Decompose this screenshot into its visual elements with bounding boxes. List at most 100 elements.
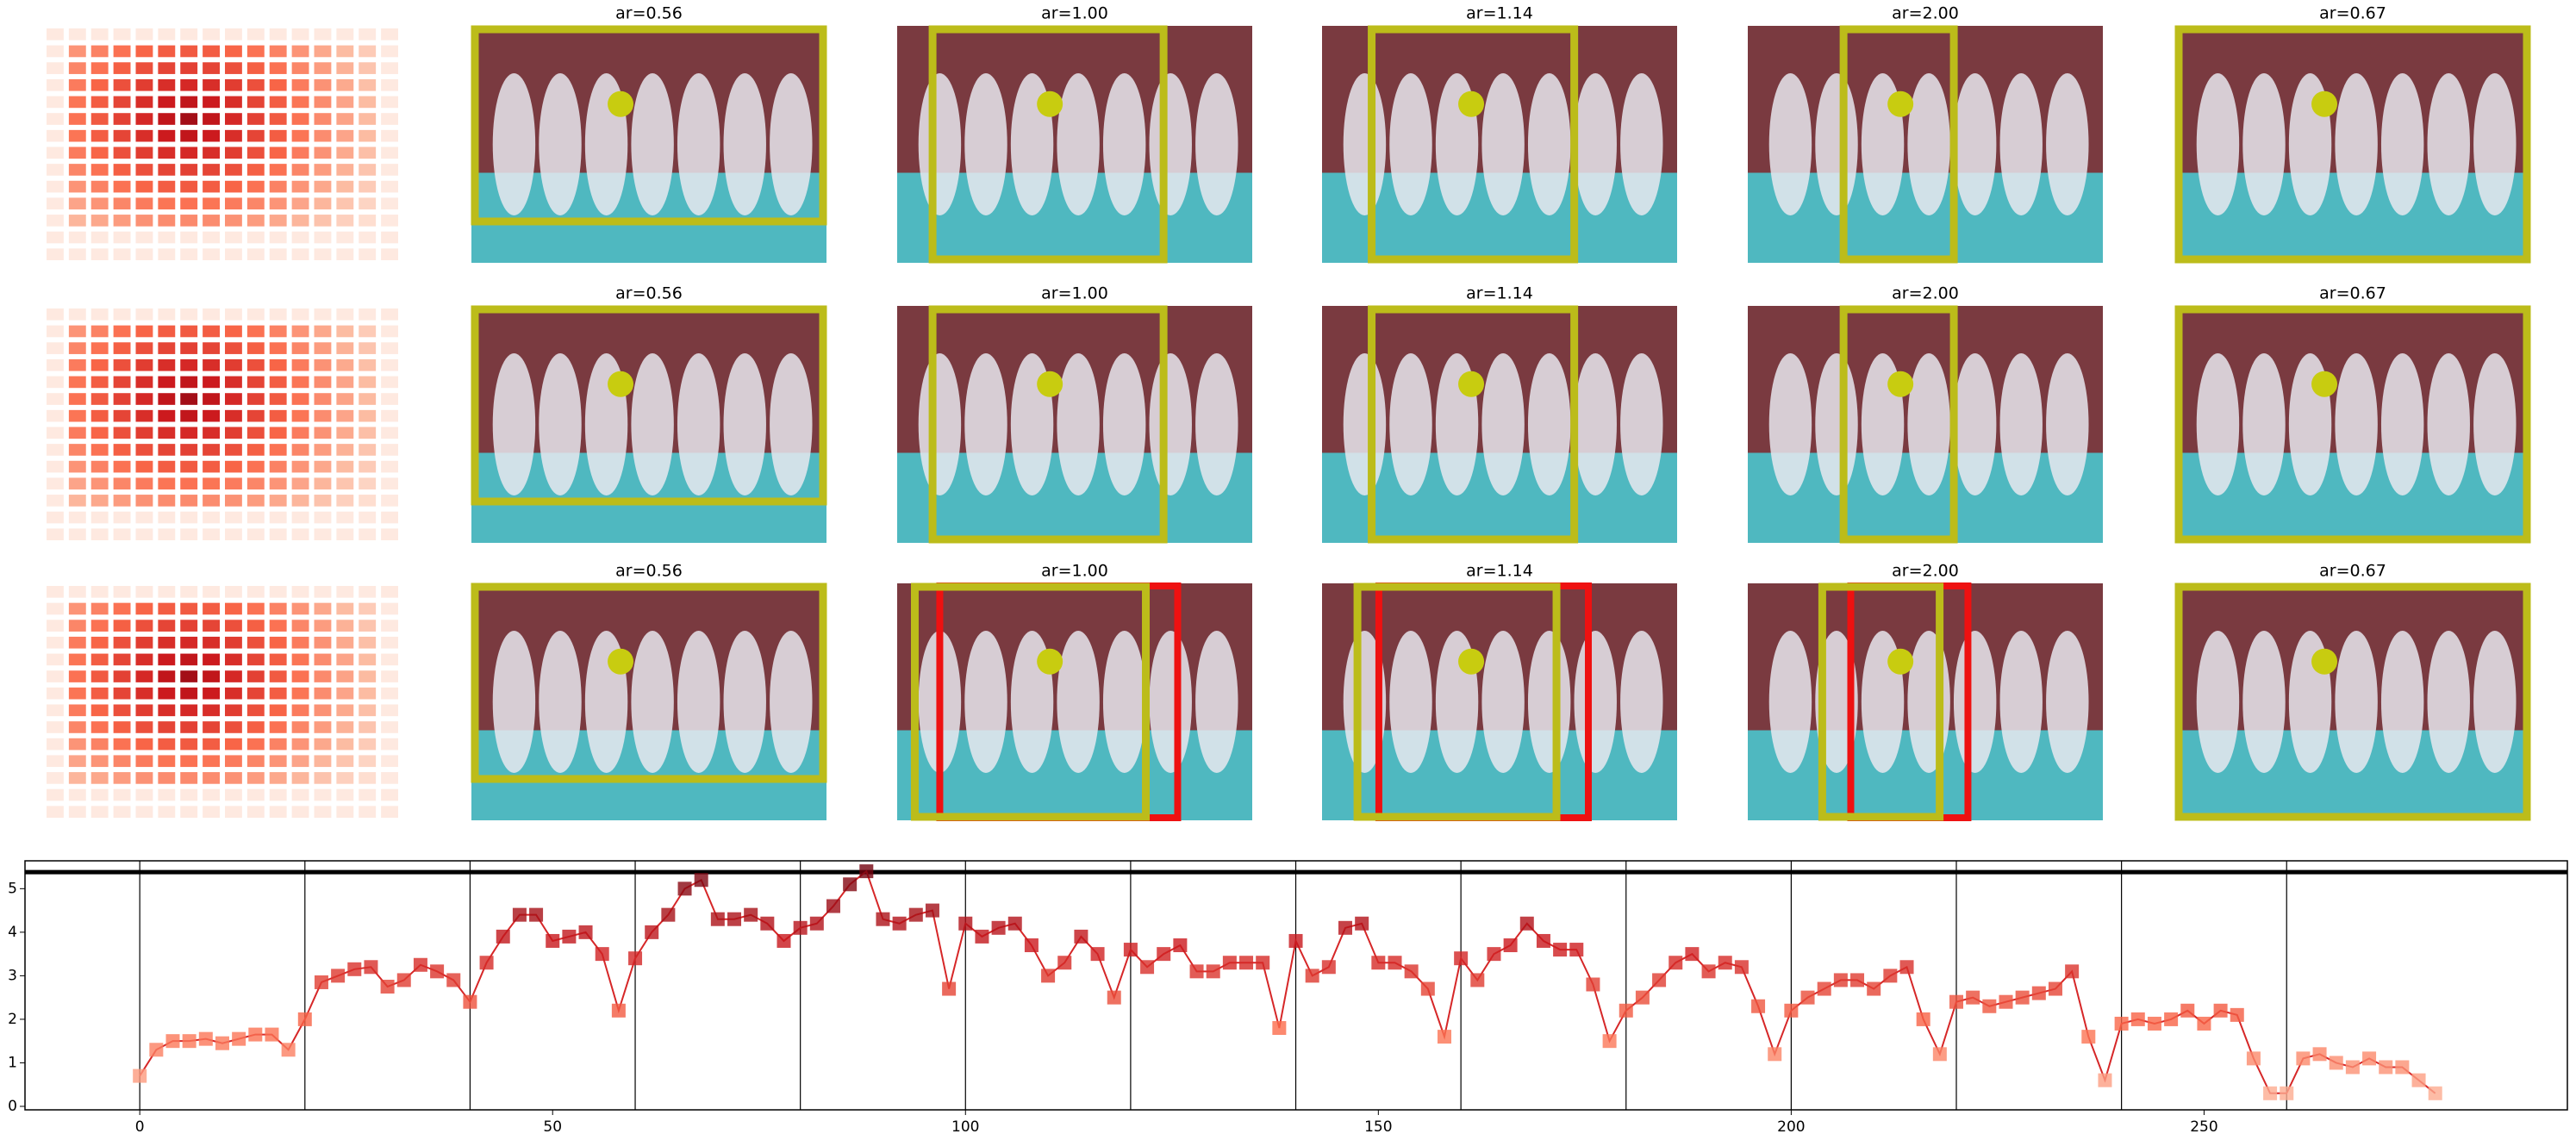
heatmap-cell bbox=[291, 376, 309, 389]
heatmap-cell bbox=[246, 231, 265, 244]
heatmap-cell bbox=[113, 113, 131, 125]
heatmap-cell bbox=[90, 215, 109, 227]
anchor-dot bbox=[1037, 90, 1063, 117]
marker bbox=[2081, 1030, 2096, 1044]
heatmap-cell bbox=[158, 129, 176, 142]
panel-title: ar=1.00 bbox=[1041, 284, 1108, 303]
heatmap-cell bbox=[225, 620, 242, 632]
heatmap-cell bbox=[158, 62, 176, 74]
heatmap-cell bbox=[269, 113, 287, 125]
heatmap-cell bbox=[359, 231, 377, 244]
heatmap-cell bbox=[291, 197, 309, 210]
photo-player bbox=[2473, 353, 2517, 495]
heatmap-cell bbox=[314, 636, 332, 649]
marker bbox=[2395, 1060, 2410, 1075]
heatmap-cell bbox=[203, 721, 220, 733]
heatmap-cell bbox=[113, 586, 131, 598]
heatmap-cell bbox=[68, 215, 86, 227]
heatmap-cell bbox=[336, 444, 354, 456]
heatmap-cell bbox=[314, 45, 332, 58]
marker bbox=[2114, 1016, 2129, 1031]
marker bbox=[1883, 969, 1898, 983]
photo-player bbox=[2335, 631, 2378, 773]
heatmap-cell bbox=[135, 146, 153, 159]
heatmap-cell bbox=[158, 755, 176, 768]
heatmap-cell bbox=[158, 636, 176, 649]
heatmap-cell bbox=[381, 460, 398, 473]
yellow-box bbox=[2174, 25, 2531, 264]
photo-player bbox=[1343, 73, 1387, 215]
heatmap-cell bbox=[158, 28, 176, 40]
heatmap-cell bbox=[90, 376, 109, 389]
marker bbox=[1123, 943, 1138, 957]
heatmap-cell bbox=[359, 129, 377, 142]
marker bbox=[2147, 1016, 2161, 1031]
photo-player bbox=[1999, 631, 2043, 773]
heatmap-cell bbox=[68, 755, 86, 768]
marker bbox=[1256, 956, 1270, 970]
marker bbox=[645, 925, 659, 939]
heatmap-cell bbox=[135, 96, 153, 109]
heatmap-cell bbox=[381, 528, 398, 540]
heatmap-cell bbox=[381, 393, 398, 405]
heatmap-cell bbox=[225, 721, 242, 733]
heatmap-cell bbox=[225, 129, 242, 142]
marker bbox=[1602, 1034, 1617, 1049]
heatmap-cell bbox=[203, 511, 220, 524]
heatmap-cell bbox=[180, 721, 198, 733]
heatmap-cell bbox=[68, 113, 86, 125]
marker bbox=[677, 881, 692, 896]
heatmap-cell bbox=[203, 358, 220, 371]
heatmap-cell bbox=[203, 806, 220, 818]
heatmap-cell bbox=[246, 528, 265, 540]
heatmap-cell bbox=[359, 180, 377, 193]
heatmap-cell bbox=[246, 772, 265, 784]
heatmap-cell bbox=[135, 215, 153, 227]
heatmap-cell bbox=[359, 528, 377, 540]
marker bbox=[1189, 964, 1204, 979]
heatmap bbox=[47, 28, 398, 260]
heatmap-cell bbox=[90, 653, 109, 666]
heatmap-cell bbox=[246, 409, 265, 422]
heatmap-cell bbox=[158, 197, 176, 210]
heatmap-cell bbox=[47, 180, 64, 193]
marker bbox=[1239, 956, 1254, 970]
heatmap-cell bbox=[158, 231, 176, 244]
heatmap-cell bbox=[359, 62, 377, 74]
heatmap-cell bbox=[47, 444, 64, 456]
heatmap-cell bbox=[291, 113, 309, 125]
heatmap-cell bbox=[314, 231, 332, 244]
heatmap-cell bbox=[68, 511, 86, 524]
heatmap-cell bbox=[113, 687, 131, 700]
heatmap-cell bbox=[180, 511, 198, 524]
heatmap-cell bbox=[246, 146, 265, 159]
heatmap-cell bbox=[180, 495, 198, 507]
heatmap-cell bbox=[269, 393, 287, 405]
anchor-dot bbox=[1458, 648, 1485, 675]
heatmap-cell bbox=[381, 511, 398, 524]
heatmap-cell bbox=[68, 146, 86, 159]
yellow-box bbox=[1839, 305, 1958, 544]
marker bbox=[727, 912, 742, 926]
heatmap-cell bbox=[90, 704, 109, 717]
heatmap-cell bbox=[203, 788, 220, 801]
heatmap-cell bbox=[359, 197, 377, 210]
heatmap-cell bbox=[336, 146, 354, 159]
heatmap-cell bbox=[246, 393, 265, 405]
heatmap-cell bbox=[314, 427, 332, 439]
marker bbox=[1982, 999, 1997, 1013]
heatmap-cell bbox=[225, 528, 242, 540]
heatmap-cell bbox=[359, 248, 377, 260]
marker bbox=[760, 916, 775, 931]
heatmap-cell bbox=[135, 393, 153, 405]
heatmap-cell bbox=[90, 129, 109, 142]
heatmap-cell bbox=[359, 215, 377, 227]
marker bbox=[1553, 943, 1568, 957]
photo-player bbox=[2242, 353, 2286, 495]
heatmap-cell bbox=[314, 393, 332, 405]
photo-player bbox=[1057, 73, 1100, 215]
heatmap-cell bbox=[203, 586, 220, 598]
heatmap-cell bbox=[381, 197, 398, 210]
heatmap-cell bbox=[90, 721, 109, 733]
heatmap-cell bbox=[135, 653, 153, 666]
